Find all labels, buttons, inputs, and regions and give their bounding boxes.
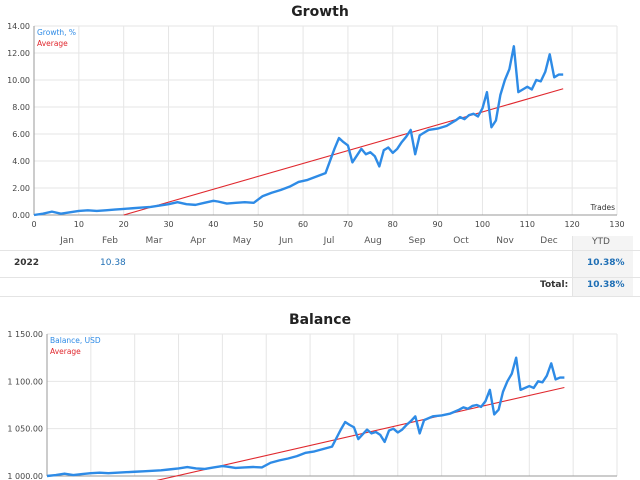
growth-xtick-13: 130 xyxy=(609,220,624,229)
growth-chart-title: Growth xyxy=(291,4,349,20)
month-nov: Nov xyxy=(496,236,514,246)
growth-xtick-7: 70 xyxy=(343,220,353,229)
ytd-value: 10.38% xyxy=(587,258,625,268)
balance-ytick-3: 1 150.00 xyxy=(7,330,43,339)
growth-ytick-3: 6.00 xyxy=(12,130,30,139)
total-value: 10.38% xyxy=(587,280,625,290)
growth-ytick-6: 12.00 xyxy=(7,49,30,58)
ytd-column xyxy=(572,236,633,296)
balance-chart-title: Balance xyxy=(288,312,352,328)
month-header-row: Jan Feb Mar Apr May Jun Jul Aug Sep Oct … xyxy=(0,236,640,250)
growth-xtick-9: 90 xyxy=(433,220,443,229)
year-label: 2022 xyxy=(14,258,40,268)
growth-ytick-2: 4.00 xyxy=(12,157,30,166)
growth-ytick-5: 10.00 xyxy=(7,76,30,85)
feb-value: 10.38 xyxy=(100,258,126,268)
growth-xlabel: Trades xyxy=(590,203,616,212)
balance-ytick-2: 1 100.00 xyxy=(7,377,43,386)
month-jul: Jul xyxy=(323,236,335,246)
month-jan: Jan xyxy=(60,236,74,246)
growth-ytick-4: 8.00 xyxy=(12,103,30,112)
balance-ytick-0: 1 000.00 xyxy=(7,472,43,480)
growth-xtick-10: 100 xyxy=(475,220,490,229)
growth-chart: 0.00 2.00 4.00 6.00 8.00 10.00 12.00 14.00 0 10 20… xyxy=(7,22,625,229)
balance-series-main xyxy=(46,356,565,478)
growth-ytick-0: 0.00 xyxy=(12,211,30,220)
growth-xtick-3: 30 xyxy=(163,220,173,229)
growth-xtick-8: 80 xyxy=(388,220,398,229)
growth-ytick-7: 14.00 xyxy=(7,22,30,31)
balance-ytick-1: 1 050.00 xyxy=(7,425,43,434)
growth-ytick-1: 2.00 xyxy=(12,184,30,193)
month-dec: Dec xyxy=(540,236,558,246)
month-apr: Apr xyxy=(190,236,206,246)
growth-xtick-11: 110 xyxy=(520,220,535,229)
month-mar: Mar xyxy=(145,236,163,246)
growth-xtick-12: 120 xyxy=(565,220,580,229)
month-may: May xyxy=(232,236,252,246)
balance-legend-main: Balance, USD xyxy=(50,336,101,345)
growth-xtick-5: 50 xyxy=(253,220,263,229)
month-oct: Oct xyxy=(453,236,469,246)
growth-series-main xyxy=(33,45,564,217)
growth-legend-average: Average xyxy=(37,39,68,48)
growth-xtick-6: 60 xyxy=(298,220,308,229)
growth-xtick-1: 10 xyxy=(74,220,84,229)
growth-legend-main: Growth, % xyxy=(37,28,76,37)
growth-xtick-2: 20 xyxy=(119,220,129,229)
total-row: Total: 10.38% xyxy=(0,276,640,297)
ytd-header: YTD xyxy=(592,237,610,247)
year-row-2022: 2022 10.38 10.38% xyxy=(0,250,640,278)
total-label: Total: xyxy=(540,280,569,290)
balance-chart: 1 000.00 1 050.00 1 100.00 1 150.00 Balance,… xyxy=(7,330,618,480)
month-feb: Feb xyxy=(102,236,118,246)
month-sep: Sep xyxy=(408,236,426,246)
growth-xtick-4: 40 xyxy=(208,220,218,229)
month-jun: Jun xyxy=(278,236,294,246)
growth-xtick-0: 0 xyxy=(31,220,36,229)
balance-legend-average: Average xyxy=(50,347,81,356)
month-aug: Aug xyxy=(364,236,382,246)
